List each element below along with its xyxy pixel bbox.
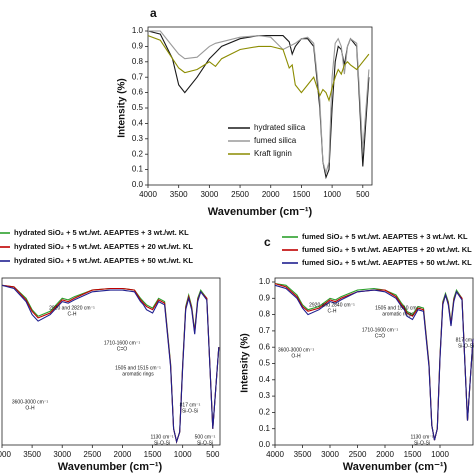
annotation: 1505 and 1510 cm⁻¹ [375,305,421,311]
annotation: 3600-3000 cm⁻¹ [278,347,315,353]
legend-label: Kraft lignin [254,149,292,158]
annotation-group: Si-O-Si [458,343,474,349]
y-axis-title: Intensity (%) [240,333,251,392]
y-tick-label: 0.7 [132,72,144,81]
x-tick-label: 500 [356,190,370,199]
spectrum-line [274,284,474,441]
spectrum-line [274,283,474,441]
legend-label: hydrated SiO₂ + 5 wt./wt. AEAPTES + 20 w… [14,242,193,251]
annotation: 1505 and 1515 cm⁻¹ [115,365,161,371]
annotation-group: C-H [328,308,337,314]
annotation-group: O-H [25,405,35,411]
x-tick-label: 4000 [139,190,157,199]
plot-frame [274,277,474,446]
annotation-group: C=O [117,346,128,352]
annotation: 2920 and 2840 cm⁻¹ [309,302,355,308]
panel-label: a [150,6,157,20]
x-tick-label: 500 [206,450,220,459]
panel-label: c [264,235,271,249]
annotation: 817 cm⁻¹ [456,337,474,343]
x-tick-label: 1000 [323,190,341,199]
y-tick-label: 0.1 [259,424,271,433]
x-tick-label: 2500 [231,190,249,199]
y-tick-label: 0.2 [259,408,271,417]
y-tick-label: 0.5 [259,359,271,368]
legend-label: fumed SiO₂ + 5 wt./wt. AEAPTES + 20 wt./… [302,245,472,254]
x-tick-label: 3500 [294,450,312,459]
annotation-group: Si-O-Si [154,440,170,446]
x-axis-title: Wavenumber (cm⁻¹) [58,461,163,473]
x-tick-label: 1500 [144,450,162,459]
annotation-group: aromatic rings [122,371,154,377]
y-tick-label: 0.6 [259,342,271,351]
y-tick-label: 1.0 [132,26,144,35]
x-tick-label: 2500 [83,450,101,459]
annotation: 2920 and 2820 cm⁻¹ [49,305,95,311]
y-axis-title: Intensity (%) [117,78,128,137]
plot-frame [1,277,221,446]
y-tick-label: 0.9 [259,293,271,302]
annotation-group: Si-O-Si [197,440,213,446]
annotation-group: O-H [291,353,301,359]
legend-label: hydrated silica [254,123,306,132]
x-axis-title: Wavenumber (cm⁻¹) [208,206,313,218]
x-tick-label: 3000 [321,450,339,459]
x-tick-label: 3000 [200,190,218,199]
x-tick-label: 4000 [0,450,11,459]
y-tick-label: 0.0 [132,180,144,189]
x-tick-label: 3500 [23,450,41,459]
y-tick-label: 0.8 [132,57,144,66]
x-tick-label: 4000 [266,450,284,459]
y-tick-label: 0.3 [259,391,271,400]
annotation: 500 cm⁻¹ [195,434,216,440]
annotation-group: C=O [375,333,386,339]
x-tick-label: 3500 [170,190,188,199]
annotation: 1710-1600 cm⁻¹ [362,327,399,333]
x-tick-label: 2000 [262,190,280,199]
x-tick-label: 1000 [431,450,449,459]
legend-label: hydrated SiO₂ + 5 wt./wt. AEAPTES + 50 w… [14,256,193,265]
annotation: 3600-3000 cm⁻¹ [12,399,49,405]
legend-label: fumed silica [254,136,297,145]
y-tick-label: 0.5 [132,103,144,112]
x-axis-title: Wavenumber (cm⁻¹) [343,461,448,473]
annotation-group: Si-O-Si [414,440,430,446]
y-tick-label: 0.9 [132,42,144,51]
spectrum-line [148,30,370,175]
x-tick-label: 2000 [114,450,132,459]
x-tick-label: 2500 [349,450,367,459]
y-tick-label: 0.7 [259,326,271,335]
annotation: 1710-1600 cm⁻¹ [104,340,141,346]
x-tick-label: 3000 [53,450,71,459]
x-tick-label: 2000 [376,450,394,459]
y-tick-label: 0.0 [259,440,271,449]
annotation-group: Si-O-Si [182,408,198,414]
annotation-group: C-H [68,311,77,317]
plot-frame [147,26,373,186]
legend-label: fumed SiO₂ + 5 wt./wt. AEAPTES + 3 wt./w… [302,232,468,241]
y-tick-label: 0.4 [259,375,271,384]
annotation-group: aromatic rings [382,311,414,317]
y-tick-label: 0.1 [132,165,144,174]
annotation: 1130 cm⁻¹ [410,434,433,440]
x-tick-label: 1500 [293,190,311,199]
x-tick-label: 1000 [174,450,192,459]
spectrum-line [1,284,220,444]
annotation: 817 cm⁻¹ [180,402,201,408]
legend-label: fumed SiO₂ + 5 wt./wt. AEAPTES + 50 wt./… [302,258,472,267]
legend-label: hydrated SiO₂ + 5 wt./wt. AEAPTES + 3 wt… [14,228,189,237]
y-tick-label: 0.3 [132,134,144,143]
x-tick-label: 1500 [404,450,422,459]
y-tick-label: 0.2 [132,149,144,158]
spectrum-line [147,35,370,103]
y-tick-label: 0.6 [132,88,144,97]
y-tick-label: 0.4 [132,119,144,128]
y-tick-label: 1.0 [259,277,271,286]
y-tick-label: 0.8 [259,310,271,319]
annotation: 1130 cm⁻¹ [150,434,173,440]
